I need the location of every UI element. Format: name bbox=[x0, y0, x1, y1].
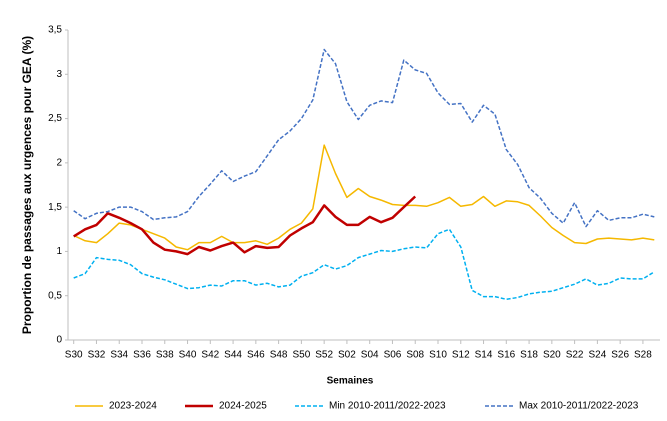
x-tick-label: S30 bbox=[65, 350, 83, 361]
y-tick-label: 2 bbox=[56, 157, 62, 168]
legend-label: 2023-2024 bbox=[109, 401, 157, 412]
y-tick-label: 1 bbox=[56, 246, 62, 257]
legend-label: Max 2010-2011/2022-2023 bbox=[519, 401, 639, 412]
y-tick-label: 1,5 bbox=[48, 202, 62, 213]
x-tick-label: S40 bbox=[179, 350, 197, 361]
x-tick-label: S50 bbox=[292, 350, 310, 361]
x-tick-label: S12 bbox=[452, 350, 470, 361]
x-tick-label: S32 bbox=[88, 350, 106, 361]
x-tick-label: S38 bbox=[156, 350, 174, 361]
x-tick-label: S06 bbox=[384, 350, 402, 361]
series-line bbox=[73, 144, 655, 251]
x-tick-label: S42 bbox=[201, 350, 219, 361]
series-line bbox=[73, 48, 655, 228]
legend-label: 2024-2025 bbox=[219, 401, 267, 412]
x-tick-label: S34 bbox=[110, 350, 128, 361]
series-line bbox=[73, 195, 417, 256]
x-tick-label: S26 bbox=[611, 350, 629, 361]
x-tick-label: S52 bbox=[315, 350, 333, 361]
x-tick-label: S44 bbox=[224, 350, 242, 361]
y-tick-label: 2,5 bbox=[48, 113, 62, 124]
series-line bbox=[73, 228, 655, 301]
x-tick-label: S28 bbox=[634, 350, 652, 361]
x-tick-label: S08 bbox=[406, 350, 424, 361]
x-tick-label: S36 bbox=[133, 350, 151, 361]
y-tick-label: 3 bbox=[56, 69, 62, 80]
x-tick-label: S14 bbox=[475, 350, 493, 361]
x-tick-label: S46 bbox=[247, 350, 265, 361]
x-tick-label: S48 bbox=[270, 350, 288, 361]
y-tick-label: 0,5 bbox=[48, 290, 62, 301]
y-axis-title: Proportion de passages aux urgences pour… bbox=[20, 36, 34, 334]
x-tick-label: S10 bbox=[429, 350, 447, 361]
x-axis-title: Semaines bbox=[327, 376, 374, 387]
x-tick-label: S16 bbox=[497, 350, 515, 361]
x-tick-label: S22 bbox=[566, 350, 584, 361]
legend-label: Min 2010-2011/2022-2023 bbox=[329, 401, 446, 412]
y-tick-label: 0 bbox=[56, 335, 62, 346]
y-tick-label: 3,5 bbox=[48, 25, 62, 36]
x-tick-label: S18 bbox=[520, 350, 538, 361]
x-tick-label: S02 bbox=[338, 350, 356, 361]
x-tick-label: S24 bbox=[588, 350, 606, 361]
x-tick-label: S20 bbox=[543, 350, 561, 361]
x-tick-label: S04 bbox=[361, 350, 379, 361]
